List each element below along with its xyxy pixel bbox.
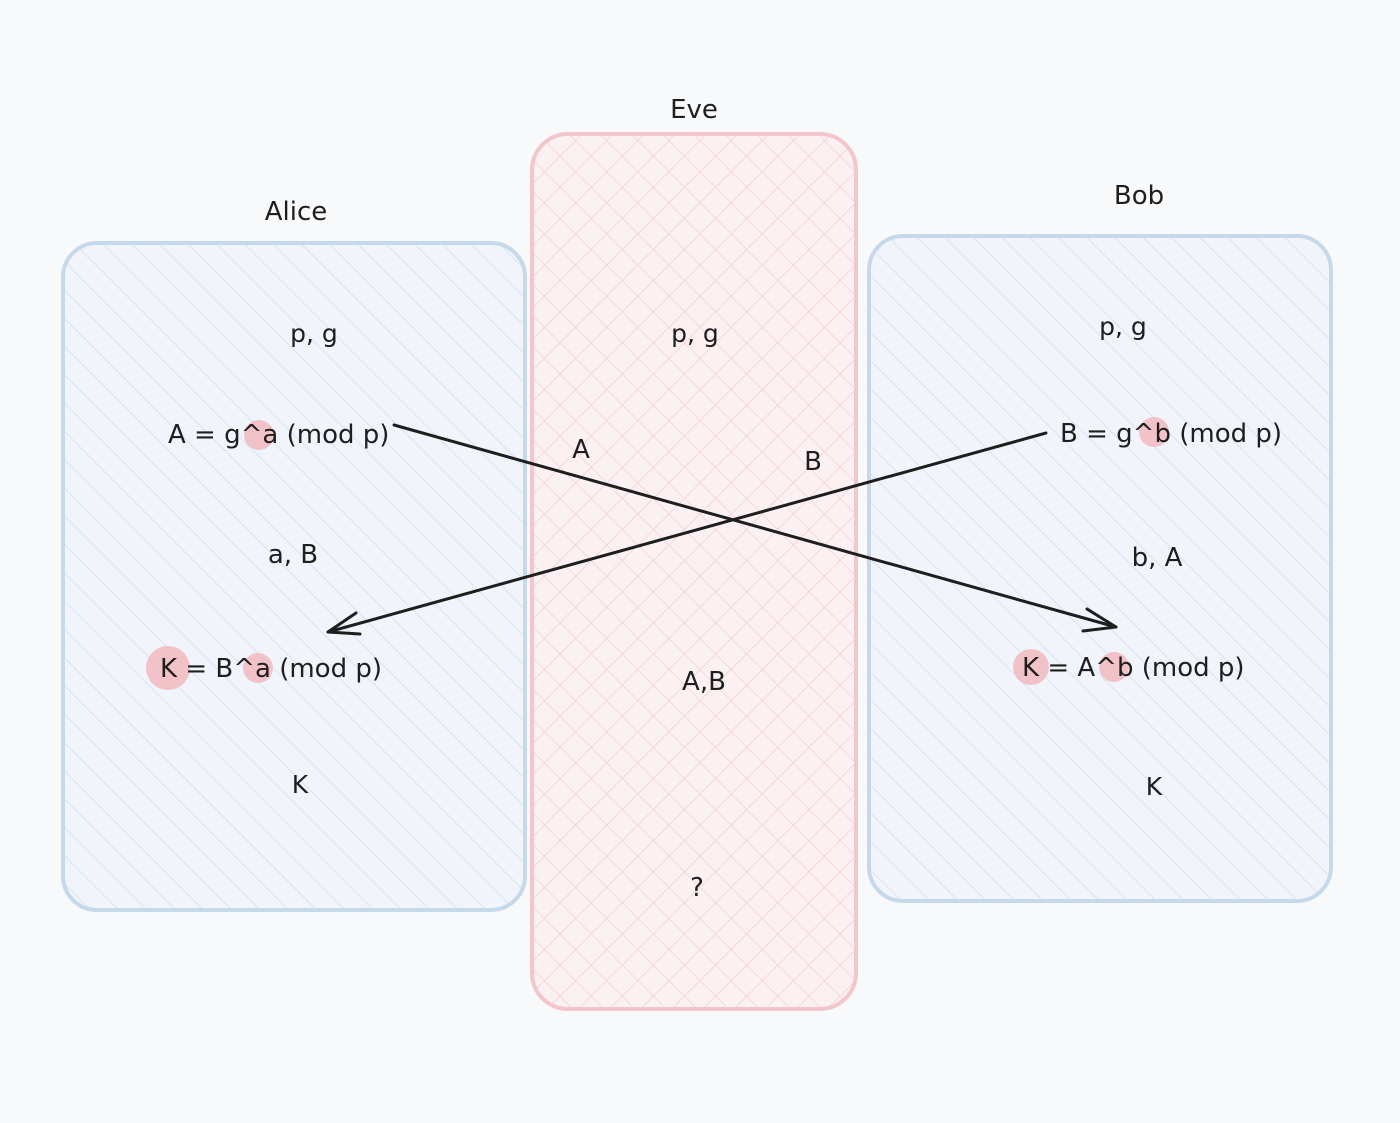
alice-known-values: a, B [268, 540, 318, 570]
bob-result: K [1146, 772, 1163, 801]
alice-public-key-suffix: (mod p) [278, 420, 389, 450]
alice-shared-key-mid: = B^ [177, 654, 255, 684]
bob-title: Bob [1114, 181, 1164, 211]
alice-shared-key-k: K [160, 654, 178, 684]
bob-shared-key-mid: = A^ [1039, 653, 1117, 683]
eve-intercepted-b: B [804, 447, 822, 477]
bob-secret-highlight [1139, 417, 1169, 447]
alice-shared-key-suffix: (mod p) [271, 654, 382, 684]
alice-public-key-prefix: A = g^ [168, 420, 262, 450]
bob-public-key-suffix: (mod p) [1171, 419, 1282, 449]
bob-shared-key-suffix: (mod p) [1133, 653, 1244, 683]
alice-shared-key: K = B^a (mod p) [160, 654, 382, 684]
alice-key-highlight [146, 646, 190, 690]
alice-shared-secret-highlight [243, 653, 273, 683]
bob-public-key-secret: b [1154, 419, 1171, 449]
eve-known-values: A,B [682, 667, 726, 697]
eve-title: Eve [670, 95, 718, 125]
alice-public-key: A = g^a (mod p) [168, 420, 389, 450]
arrow-alice-to-bob-head [1081, 607, 1118, 633]
arrow-bob-to-alice-shaft [326, 431, 1048, 634]
bob-public-key: B = g^b (mod p) [1060, 419, 1282, 449]
bob-shared-key: K = A^b (mod p) [1022, 653, 1245, 683]
alice-secret-highlight [244, 420, 274, 450]
bob-shared-secret-highlight [1099, 652, 1129, 682]
alice-title: Alice [265, 197, 328, 227]
alice-result: K [292, 770, 309, 799]
arrow-alice-to-bob [392, 423, 1118, 633]
eve-intercepted-a: A [572, 435, 590, 465]
eve-result: ? [690, 873, 704, 903]
bob-public-params: p, g [1099, 312, 1147, 341]
eve-panel [530, 132, 858, 1011]
eve-public-params: p, g [671, 319, 719, 348]
bob-shared-key-k: K [1022, 653, 1040, 683]
bob-known-values: b, A [1132, 543, 1183, 573]
bob-shared-key-secret: b [1117, 653, 1134, 683]
bob-panel [867, 234, 1333, 903]
alice-public-key-secret: a [262, 420, 278, 450]
alice-public-params: p, g [290, 319, 338, 348]
bob-key-highlight [1013, 649, 1049, 685]
arrow-bob-to-alice-head [326, 611, 362, 636]
arrow-alice-to-bob-shaft [392, 423, 1118, 629]
alice-shared-key-secret: a [255, 654, 271, 684]
arrow-bob-to-alice [326, 431, 1048, 636]
bob-public-key-prefix: B = g^ [1060, 419, 1154, 449]
